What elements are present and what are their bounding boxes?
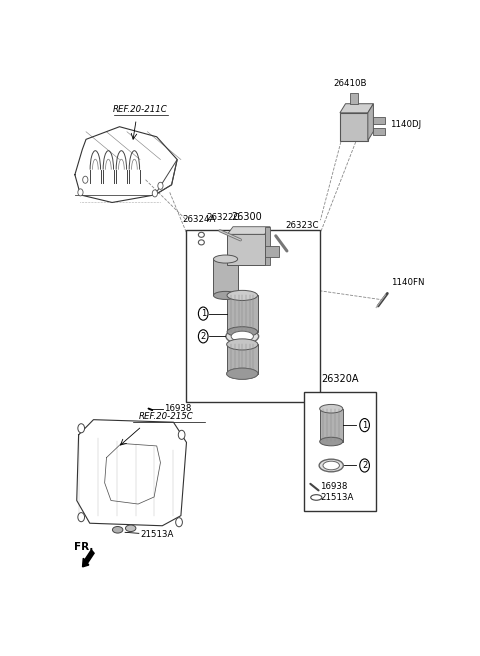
Text: 16938: 16938	[320, 482, 348, 491]
Bar	[340, 113, 368, 140]
Circle shape	[360, 419, 370, 432]
Polygon shape	[79, 420, 186, 442]
Ellipse shape	[125, 525, 136, 531]
Ellipse shape	[227, 327, 258, 337]
Polygon shape	[228, 227, 270, 234]
Ellipse shape	[323, 461, 339, 470]
Bar	[227, 344, 258, 374]
Circle shape	[78, 189, 83, 196]
Circle shape	[178, 430, 185, 440]
Circle shape	[198, 307, 208, 320]
Text: 26410B: 26410B	[334, 79, 367, 87]
Ellipse shape	[112, 527, 123, 533]
Bar	[373, 117, 384, 124]
Circle shape	[158, 182, 163, 190]
Bar	[214, 259, 238, 295]
Text: 16938: 16938	[164, 404, 192, 413]
Polygon shape	[340, 104, 373, 113]
Text: 1: 1	[362, 420, 367, 430]
Bar	[304, 392, 376, 510]
Text: 26324A: 26324A	[183, 215, 216, 224]
Ellipse shape	[320, 404, 343, 413]
Text: 1140DJ: 1140DJ	[390, 119, 421, 129]
Text: 1: 1	[201, 309, 206, 318]
Ellipse shape	[227, 368, 258, 379]
Circle shape	[78, 424, 84, 433]
Ellipse shape	[226, 329, 259, 344]
Bar	[350, 92, 358, 104]
Ellipse shape	[231, 331, 253, 342]
Text: REF.20-211C: REF.20-211C	[113, 105, 168, 114]
Text: 1140FN: 1140FN	[391, 278, 425, 287]
Ellipse shape	[320, 438, 343, 446]
Text: 26322C: 26322C	[206, 213, 240, 222]
Circle shape	[83, 176, 88, 183]
Bar	[320, 409, 343, 441]
Circle shape	[152, 190, 157, 197]
Bar	[373, 128, 384, 135]
Ellipse shape	[214, 255, 238, 263]
Ellipse shape	[227, 368, 258, 379]
Bar	[227, 295, 258, 332]
Text: REF.20-215C: REF.20-215C	[139, 412, 193, 421]
Circle shape	[78, 512, 84, 522]
Circle shape	[198, 330, 208, 343]
Text: FR.: FR.	[74, 543, 94, 552]
Ellipse shape	[214, 291, 238, 299]
Text: 21513A: 21513A	[140, 530, 173, 539]
Bar	[264, 246, 279, 257]
Polygon shape	[368, 104, 373, 140]
Text: 26300: 26300	[231, 212, 262, 222]
Circle shape	[360, 459, 370, 472]
Circle shape	[176, 518, 182, 527]
Text: 2: 2	[201, 332, 206, 341]
Text: 26320A: 26320A	[321, 375, 359, 384]
Ellipse shape	[227, 339, 258, 350]
Bar	[228, 234, 264, 264]
FancyArrow shape	[83, 550, 94, 567]
Bar	[186, 230, 321, 402]
Text: 2: 2	[362, 461, 367, 470]
Text: 21513A: 21513A	[320, 493, 353, 502]
Polygon shape	[264, 227, 270, 264]
Text: 26323C: 26323C	[285, 221, 319, 230]
Ellipse shape	[319, 459, 343, 472]
Ellipse shape	[227, 291, 258, 300]
